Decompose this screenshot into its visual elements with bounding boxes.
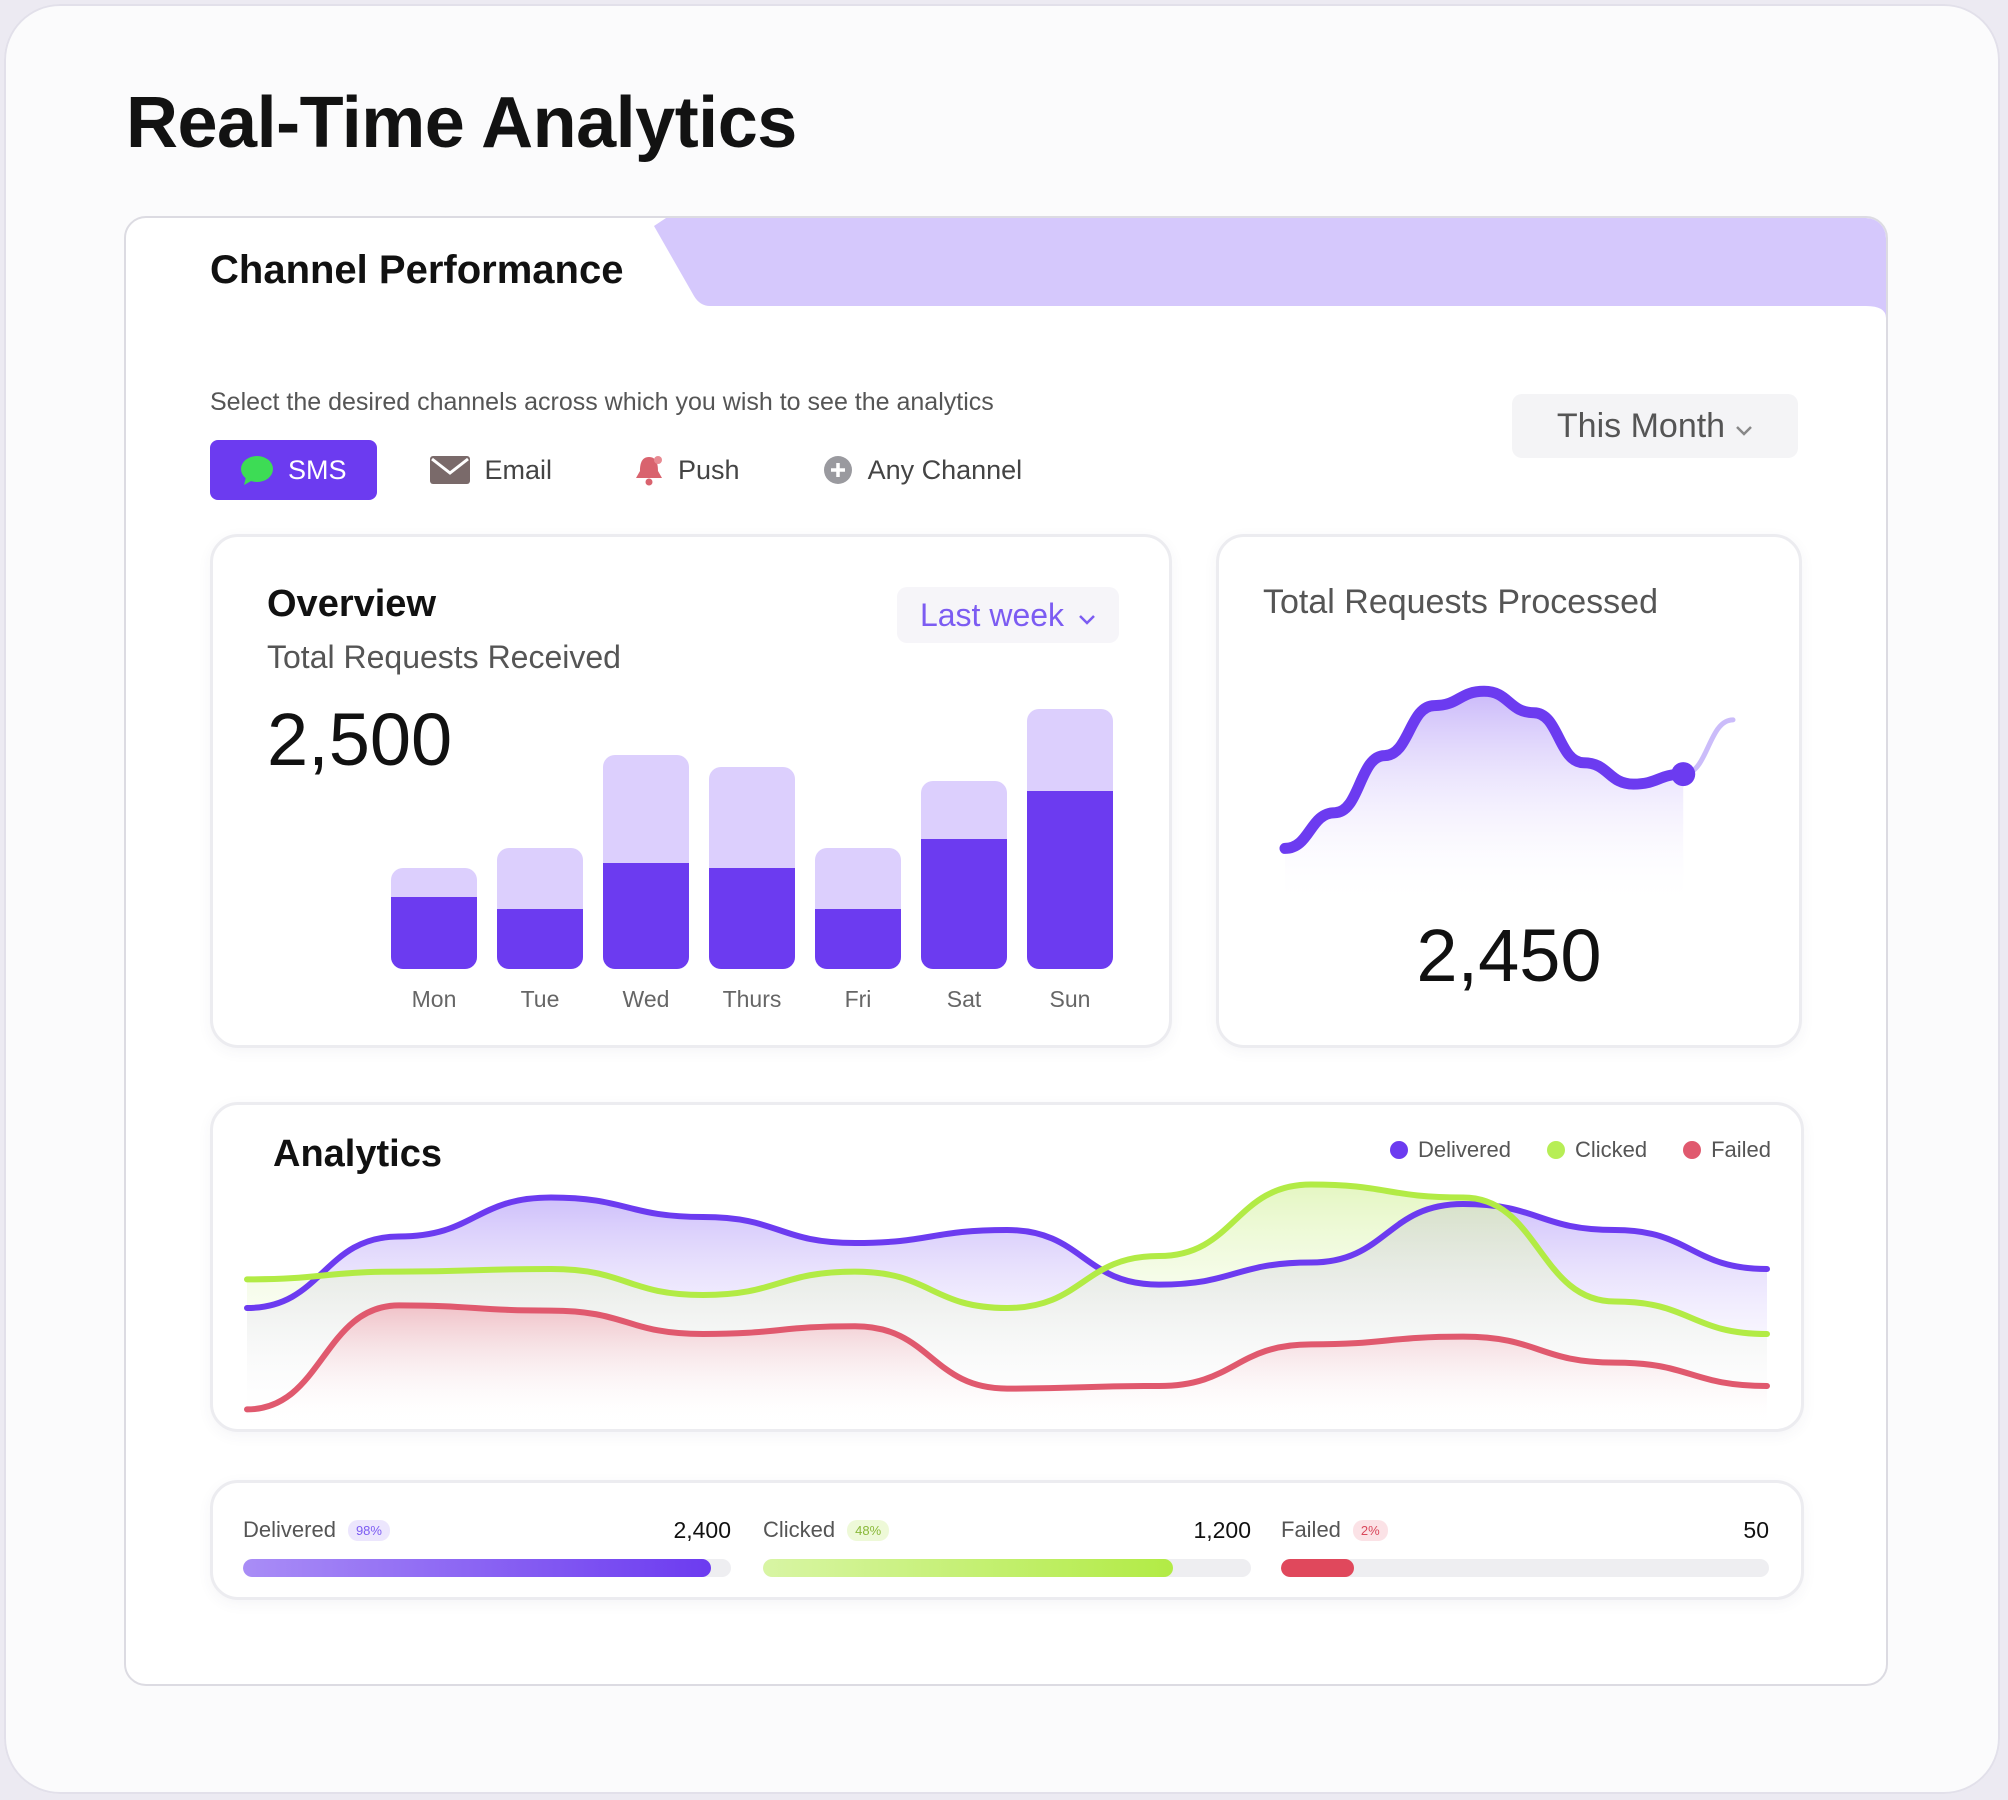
stat-delivered-percent: 98%	[347, 1519, 390, 1541]
stat-delivered-label: Delivered	[243, 1517, 336, 1542]
tick-label-fri: Fri	[845, 986, 872, 1012]
stat-failed-percent: 2%	[1352, 1519, 1388, 1541]
stat-delivered-value: 2,400	[673, 1516, 731, 1543]
tick-label-tue: Tue	[521, 986, 560, 1012]
bar-processed-wed	[603, 863, 689, 969]
page-title: Real-Time Analytics	[126, 83, 797, 163]
stat-delivered-fill	[243, 1559, 712, 1577]
line-failed	[244, 1302, 1770, 1413]
chat-bubble-icon	[240, 455, 274, 485]
bar-processed-cap-fri	[815, 909, 901, 921]
legend-delivered: Delivered	[1390, 1137, 1511, 1163]
tick-label-sat: Sat	[947, 986, 982, 1012]
channel-any-button[interactable]: Any Channel	[792, 440, 1053, 500]
stat-clicked-track	[763, 1559, 1251, 1577]
processed-area	[1285, 691, 1684, 907]
chevron-down-icon	[1078, 597, 1096, 634]
bar-processed-sun	[1027, 791, 1113, 969]
bar-processed-cap-sun	[1027, 791, 1113, 803]
bar-processed-cap-sat	[921, 839, 1007, 851]
processed-line-chart	[1279, 685, 1736, 907]
stat-failed-track	[1281, 1559, 1769, 1577]
processed-card: Total Requests Processed 2,450	[1216, 534, 1802, 1048]
tab-header-shape	[654, 218, 1886, 318]
bar-processed-cap-thurs	[709, 868, 795, 880]
stat-delivered-track	[243, 1559, 731, 1577]
channel-email-label: Email	[484, 454, 553, 485]
bar-processed-cap-tue	[497, 909, 583, 921]
chevron-down-icon	[1735, 407, 1753, 446]
legend-clicked: Clicked	[1546, 1137, 1647, 1163]
bar-processed-tue	[497, 909, 583, 969]
tick-label-mon: Mon	[412, 986, 457, 1012]
processed-line	[1279, 685, 1689, 854]
channel-email-button[interactable]: Email	[399, 440, 583, 500]
stat-failed-label: Failed	[1281, 1517, 1341, 1542]
processed-title: Total Requests Processed	[1263, 583, 1658, 621]
channel-push-label: Push	[678, 454, 740, 485]
stat-clicked-value: 1,200	[1193, 1516, 1251, 1543]
tick-label-wed: Wed	[623, 986, 670, 1012]
stats-card: Delivered 98% 2,400 Clicked 48% 1,200 Fail…	[210, 1480, 1804, 1600]
stat-clicked-label: Clicked	[763, 1517, 836, 1542]
total-processed-value: 2,450	[1416, 914, 1602, 997]
range-label: Last week	[919, 596, 1065, 633]
plus-circle-icon	[822, 454, 854, 486]
area-failed	[247, 1305, 1767, 1425]
bar-processed-cap-wed	[603, 863, 689, 875]
analytics-title: Analytics	[273, 1133, 442, 1175]
overview-subtitle: Total Requests Received	[267, 639, 621, 675]
stat-delivered: Delivered 98% 2,400	[243, 1513, 731, 1577]
period-dropdown[interactable]: This Month	[1512, 394, 1798, 458]
bar-processed-fri	[815, 909, 901, 969]
processed-point	[1671, 762, 1696, 787]
envelope-icon	[429, 455, 471, 485]
tab-channel-performance[interactable]: Channel Performance	[210, 248, 624, 292]
legend-failed: Failed	[1683, 1137, 1771, 1163]
channel-selector: SMS Email Push Any Channel	[210, 440, 1074, 500]
stat-failed: Failed 2% 50	[1281, 1513, 1769, 1577]
analytics-legend: Delivered Clicked Failed	[1354, 1137, 1771, 1163]
bar-processed-thurs	[709, 868, 795, 969]
tick-label-thurs: Thurs	[723, 986, 782, 1012]
channel-any-label: Any Channel	[867, 454, 1023, 485]
channel-performance-panel: Channel Performance Select the desired c…	[124, 216, 1888, 1686]
analytics-card: Analytics Delivered Clicked Failed	[210, 1102, 1804, 1432]
channel-sms-button[interactable]: SMS	[210, 440, 377, 500]
bar-processed-cap-mon	[391, 897, 477, 909]
line-clicked	[244, 1181, 1770, 1337]
bar-processed-sat	[921, 839, 1007, 969]
bar-processed-mon	[391, 897, 477, 969]
total-received-value: 2,500	[267, 698, 453, 781]
stat-clicked-percent: 48%	[847, 1519, 890, 1541]
line-delivered	[244, 1194, 1770, 1311]
range-dropdown[interactable]: Last week	[897, 587, 1119, 643]
requests-bar-chart: Mon Tue Wed Thurs Fri Sat Sun	[391, 709, 1113, 1012]
stat-clicked: Clicked 48% 1,200	[763, 1513, 1251, 1577]
tick-label-sun: Sun	[1050, 986, 1091, 1012]
channel-push-button[interactable]: Push	[604, 440, 770, 500]
stat-clicked-fill	[763, 1559, 1173, 1577]
channel-instructions: Select the desired channels across which…	[210, 388, 994, 416]
stat-failed-fill	[1281, 1559, 1355, 1577]
channel-sms-label: SMS	[288, 454, 347, 485]
analytics-area-chart	[244, 1181, 1770, 1425]
overview-card: Overview Total Requests Received 2,500 L…	[210, 534, 1172, 1048]
stat-failed-value: 50	[1743, 1516, 1769, 1543]
bell-icon	[634, 454, 664, 486]
overview-title: Overview	[267, 583, 436, 625]
period-label: This Month	[1556, 406, 1726, 445]
